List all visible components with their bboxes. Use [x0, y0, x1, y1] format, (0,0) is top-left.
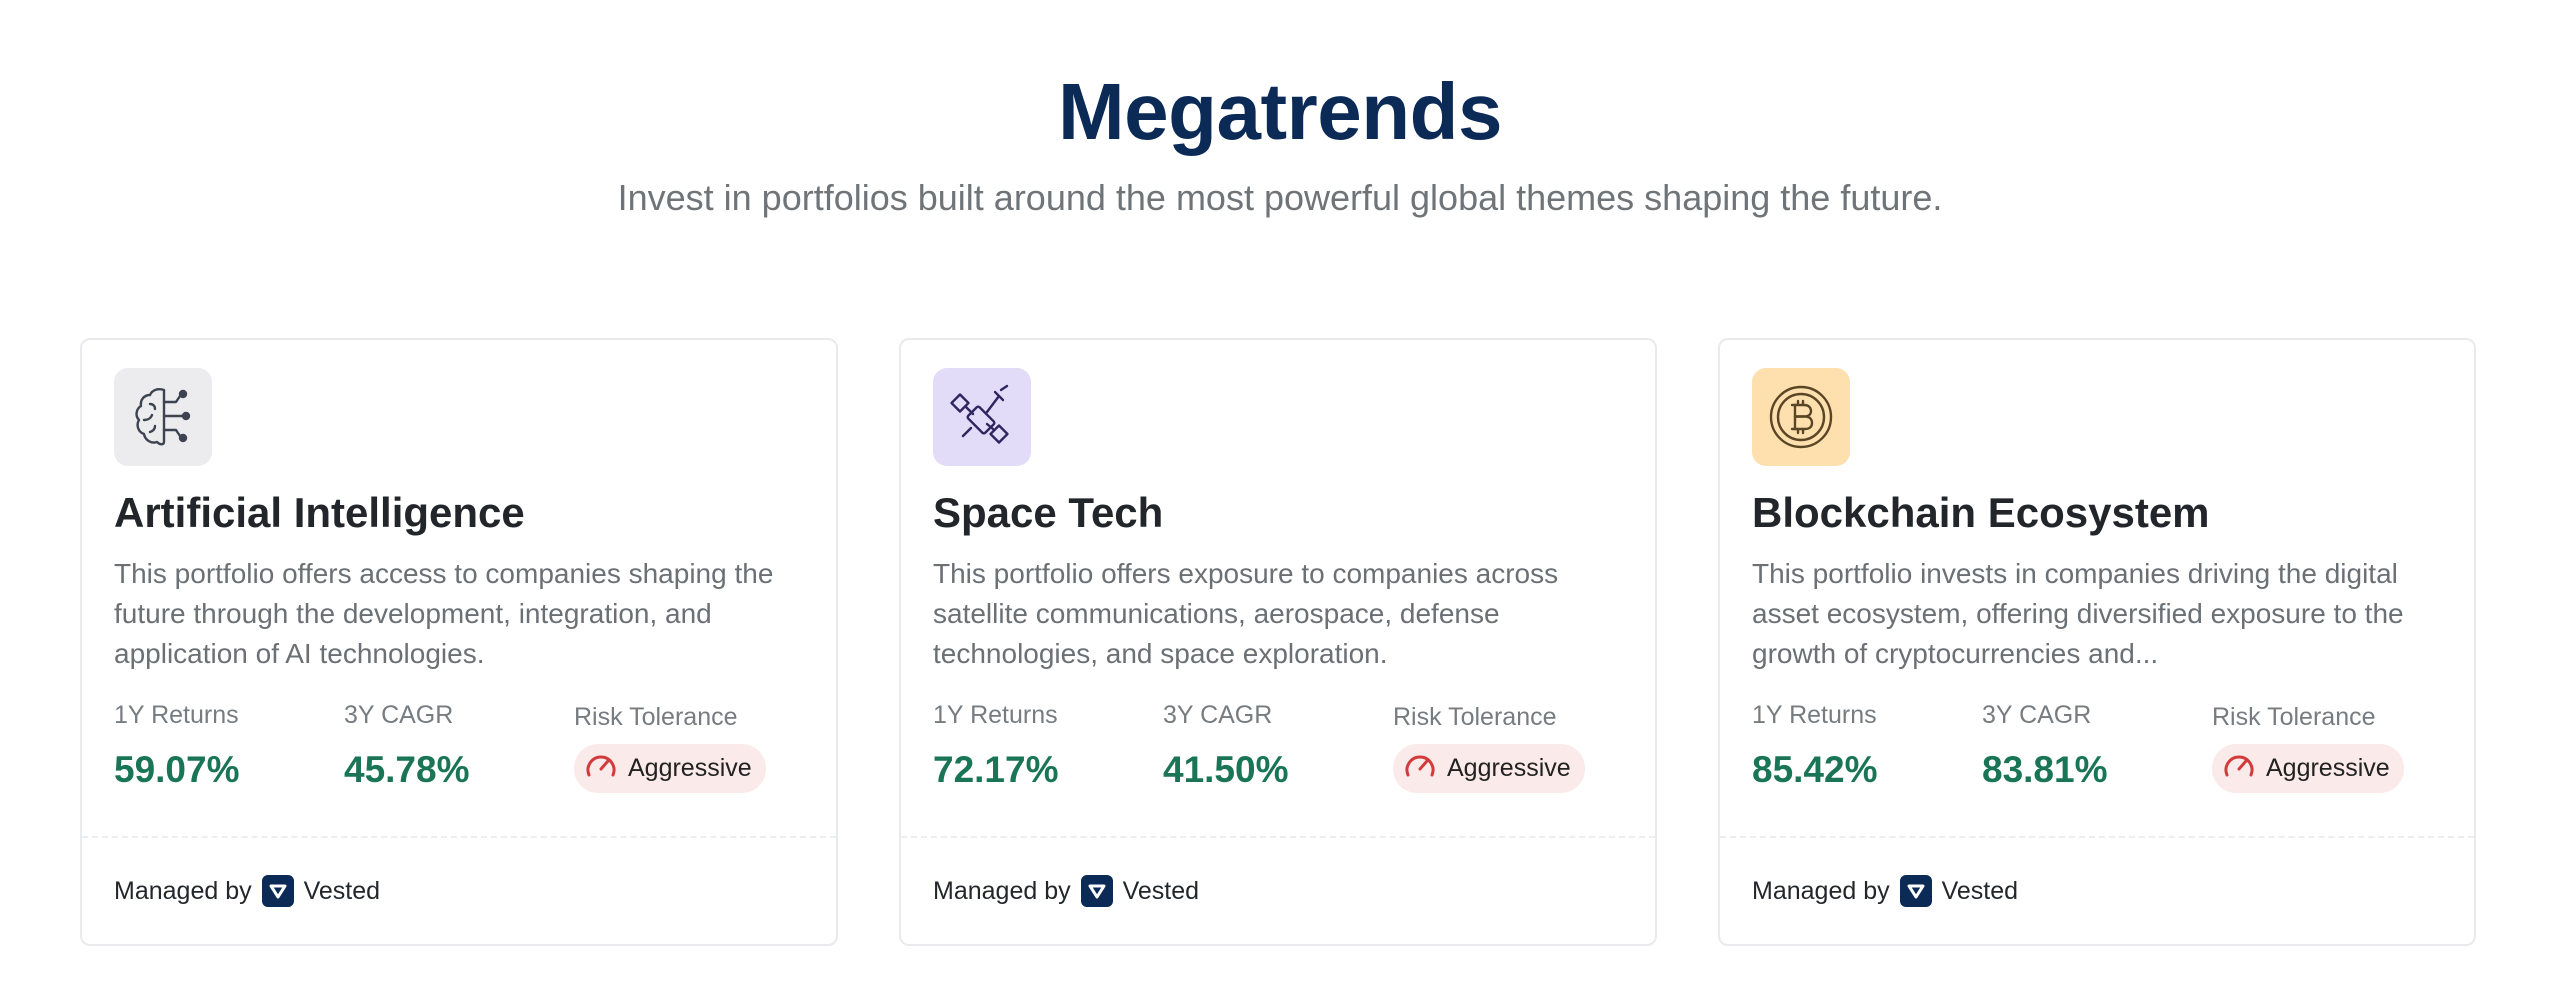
stat-label: 3Y CAGR [1163, 701, 1273, 730]
stat-label: 3Y CAGR [1982, 701, 2092, 730]
stat-risk-tolerance: Risk Tolerance Aggressive [2212, 702, 2442, 793]
card-footer: Managed by Vested [82, 836, 836, 944]
stat-1y-returns: 1Y Returns 72.17% [933, 702, 1163, 793]
card-title: Space Tech [933, 489, 1164, 536]
risk-value: Aggressive [2266, 753, 2390, 782]
stat-value: 72.17% [933, 748, 1059, 790]
speedometer-icon [1403, 750, 1437, 787]
card-description: This portfolio invests in companies driv… [1752, 558, 2404, 670]
satellite-icon [933, 368, 1031, 466]
stat-value: 45.78% [344, 748, 470, 790]
risk-badge: Aggressive [1393, 743, 1585, 793]
stat-value: 41.50% [1163, 748, 1289, 790]
ai-brain-circuit-icon [114, 368, 212, 466]
stat-label: Risk Tolerance [2212, 703, 2376, 732]
manager-name: Vested [1122, 876, 1200, 905]
stat-label: 1Y Returns [1752, 701, 1877, 730]
stat-3y-cagr: 3Y CAGR 41.50% [1163, 702, 1393, 793]
stat-value: 83.81% [1982, 748, 2108, 790]
stat-label: 1Y Returns [114, 701, 239, 730]
vested-logo-icon [261, 875, 294, 907]
portfolio-card-space-tech[interactable]: Space Tech This portfolio offers exposur… [899, 338, 1657, 946]
stat-3y-cagr: 3Y CAGR 45.78% [344, 702, 574, 793]
stat-label: 1Y Returns [933, 701, 1058, 730]
speedometer-icon [584, 750, 618, 787]
speedometer-icon [2222, 750, 2256, 787]
card-stats: 1Y Returns 59.07% 3Y CAGR 45.78% Risk To… [114, 702, 804, 793]
card-description: This portfolio offers access to companie… [114, 558, 774, 670]
managed-by-label: Managed by [933, 876, 1071, 905]
card-stats: 1Y Returns 72.17% 3Y CAGR 41.50% Risk To… [933, 702, 1623, 793]
stat-1y-returns: 1Y Returns 85.42% [1752, 702, 1982, 793]
portfolio-card-artificial-intelligence[interactable]: Artificial Intelligence This portfolio o… [80, 338, 838, 946]
stat-1y-returns: 1Y Returns 59.07% [114, 702, 344, 793]
risk-value: Aggressive [628, 753, 752, 782]
manager-name: Vested [1941, 876, 2019, 905]
managed-by-label: Managed by [1752, 876, 1890, 905]
stat-value: 59.07% [114, 748, 240, 790]
manager-name: Vested [303, 876, 381, 905]
card-footer: Managed by Vested [1720, 836, 2474, 944]
card-title: Blockchain Ecosystem [1752, 489, 2210, 536]
card-stats: 1Y Returns 85.42% 3Y CAGR 83.81% Risk To… [1752, 702, 2442, 793]
page-subtitle: Invest in portfolios built around the mo… [617, 177, 1943, 218]
card-footer: Managed by Vested [901, 836, 1655, 944]
bitcoin-coin-icon [1752, 368, 1850, 466]
stat-label: Risk Tolerance [574, 703, 738, 732]
stat-label: 3Y CAGR [344, 701, 454, 730]
portfolio-card-blockchain-ecosystem[interactable]: Blockchain Ecosystem This portfolio inve… [1718, 338, 2476, 946]
stat-risk-tolerance: Risk Tolerance Aggressive [1393, 702, 1623, 793]
portfolio-card-list: Artificial Intelligence This portfolio o… [80, 338, 2476, 946]
card-description: This portfolio offers exposure to compan… [933, 558, 1559, 670]
risk-badge: Aggressive [2212, 743, 2404, 793]
stat-value: 85.42% [1752, 748, 1878, 790]
stat-3y-cagr: 3Y CAGR 83.81% [1982, 702, 2212, 793]
risk-badge: Aggressive [574, 743, 766, 793]
vested-logo-icon [1899, 875, 1932, 907]
card-title: Artificial Intelligence [114, 489, 525, 536]
page-header: Megatrends Invest in portfolios built ar… [0, 72, 2560, 218]
managed-by-label: Managed by [114, 876, 252, 905]
stat-risk-tolerance: Risk Tolerance Aggressive [574, 702, 804, 793]
stat-label: Risk Tolerance [1393, 703, 1557, 732]
vested-logo-icon [1080, 875, 1113, 907]
page-title: Megatrends [1058, 67, 1502, 156]
risk-value: Aggressive [1447, 753, 1571, 782]
